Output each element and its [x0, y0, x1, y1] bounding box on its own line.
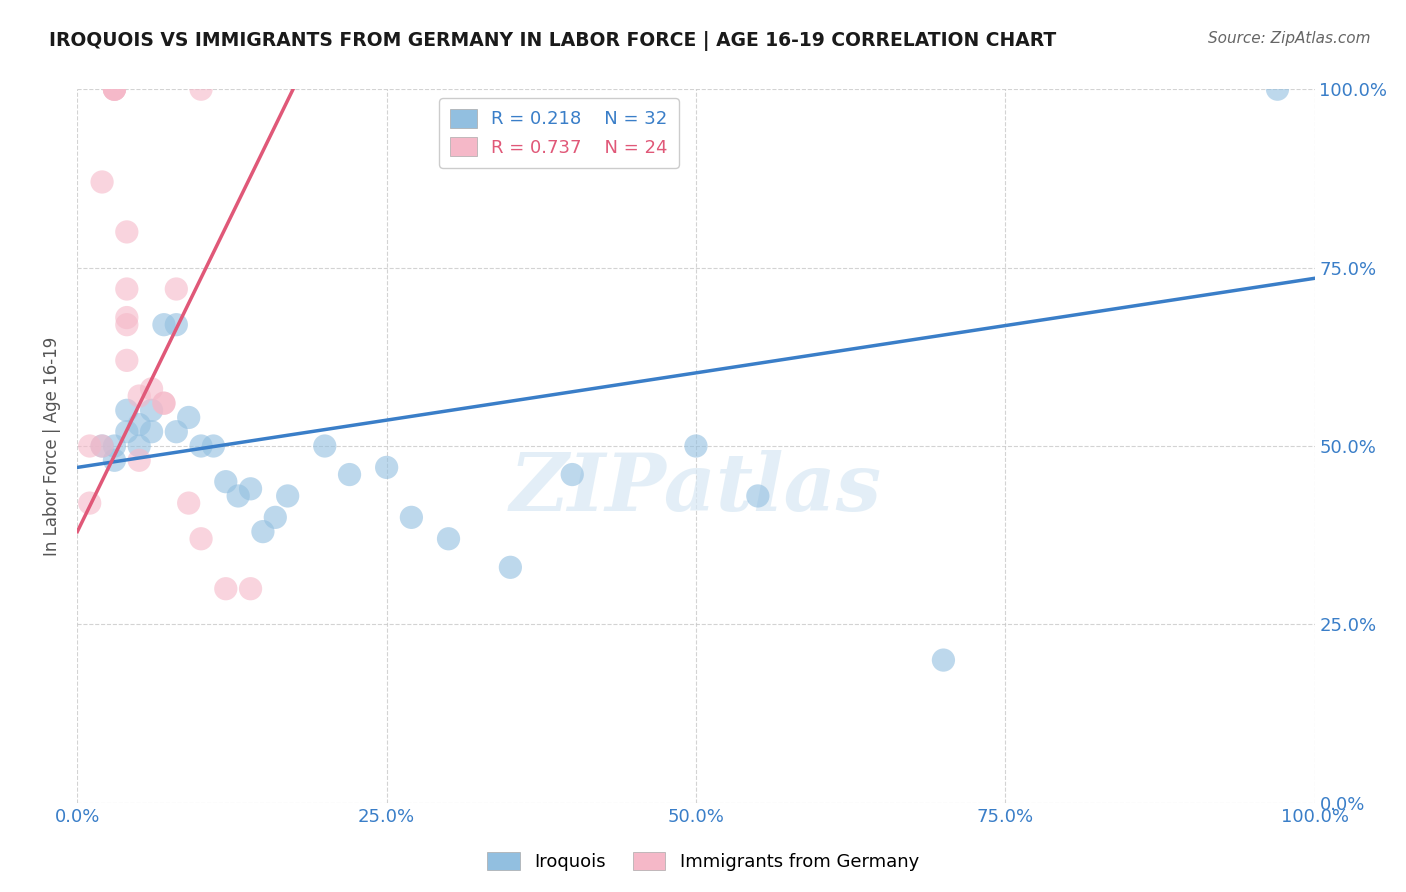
Point — [153, 396, 176, 410]
Text: Source: ZipAtlas.com: Source: ZipAtlas.com — [1208, 31, 1371, 46]
Point — [177, 410, 200, 425]
Point — [1267, 82, 1289, 96]
Point — [561, 467, 583, 482]
Point — [215, 582, 238, 596]
Point — [103, 439, 125, 453]
Point — [252, 524, 274, 539]
Point — [190, 439, 212, 453]
Point — [264, 510, 287, 524]
Legend: Iroquois, Immigrants from Germany: Iroquois, Immigrants from Germany — [479, 846, 927, 879]
Point — [932, 653, 955, 667]
Point — [141, 425, 163, 439]
Point — [115, 425, 138, 439]
Point — [91, 175, 114, 189]
Legend: R = 0.218    N = 32, R = 0.737    N = 24: R = 0.218 N = 32, R = 0.737 N = 24 — [439, 98, 679, 168]
Point — [91, 439, 114, 453]
Point — [153, 318, 176, 332]
Point — [115, 403, 138, 417]
Point — [128, 389, 150, 403]
Point — [165, 425, 187, 439]
Point — [115, 310, 138, 325]
Point — [141, 382, 163, 396]
Point — [115, 318, 138, 332]
Point — [685, 439, 707, 453]
Point — [314, 439, 336, 453]
Point — [215, 475, 238, 489]
Point — [239, 482, 262, 496]
Point — [128, 439, 150, 453]
Point — [190, 532, 212, 546]
Point — [103, 82, 125, 96]
Point — [79, 439, 101, 453]
Text: ZIPatlas: ZIPatlas — [510, 450, 882, 527]
Point — [103, 82, 125, 96]
Y-axis label: In Labor Force | Age 16-19: In Labor Force | Age 16-19 — [44, 336, 62, 556]
Point — [128, 417, 150, 432]
Point — [141, 403, 163, 417]
Text: IROQUOIS VS IMMIGRANTS FROM GERMANY IN LABOR FORCE | AGE 16-19 CORRELATION CHART: IROQUOIS VS IMMIGRANTS FROM GERMANY IN L… — [49, 31, 1056, 51]
Point — [128, 453, 150, 467]
Point — [103, 82, 125, 96]
Point — [375, 460, 398, 475]
Point — [747, 489, 769, 503]
Point — [202, 439, 225, 453]
Point — [91, 439, 114, 453]
Point — [153, 396, 176, 410]
Point — [226, 489, 249, 503]
Point — [339, 467, 361, 482]
Point — [115, 225, 138, 239]
Point — [190, 82, 212, 96]
Point — [239, 582, 262, 596]
Point — [103, 82, 125, 96]
Point — [437, 532, 460, 546]
Point — [115, 353, 138, 368]
Point — [177, 496, 200, 510]
Point — [103, 453, 125, 467]
Point — [165, 318, 187, 332]
Point — [165, 282, 187, 296]
Point — [79, 496, 101, 510]
Point — [115, 282, 138, 296]
Point — [499, 560, 522, 574]
Point — [401, 510, 423, 524]
Point — [277, 489, 299, 503]
